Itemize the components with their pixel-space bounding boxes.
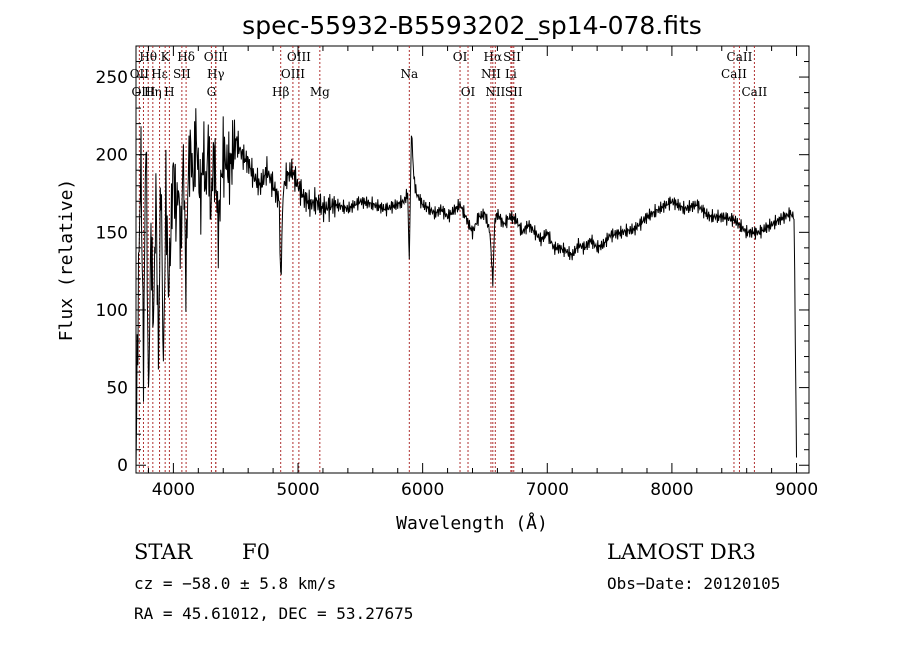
line-marker-label: NII (485, 85, 505, 99)
x-tick-label: 8000 (650, 480, 693, 500)
line-marker-label: K (161, 50, 171, 64)
object-class: STAR (134, 540, 193, 564)
line-marker-label: OIII (204, 50, 228, 64)
object-subclass: F0 (242, 540, 270, 564)
line-marker-label: CaII (727, 50, 753, 64)
line-marker-label: CaII (721, 67, 747, 81)
spectrum-line (135, 108, 797, 470)
observation-date: Obs−Date: 20120105 (607, 574, 781, 593)
line-marker-label: Li (505, 67, 517, 81)
line-marker-label: OIII (281, 67, 305, 81)
line-marker-label: Hα (484, 50, 503, 64)
line-marker-label: Hε (151, 67, 168, 81)
line-marker-label: SII (173, 67, 191, 81)
y-tick-label: 200 (96, 146, 128, 166)
x-tick-label: 7000 (526, 480, 569, 500)
y-tick-label: 0 (117, 456, 128, 476)
y-tick-label: 50 (106, 379, 128, 399)
chart-title: spec-55932-B5593202_sp14-078.fits (242, 11, 702, 40)
x-axis-label: Wavelength (Å) (396, 512, 548, 534)
line-marker-label: OII (130, 67, 150, 81)
y-tick-label: 150 (96, 223, 128, 243)
redshift-velocity: cz = −58.0 ± 5.8 km/s (134, 574, 337, 593)
line-marker-label: Hβ (272, 85, 289, 99)
axis-ticks: 4000 5000 6000 7000 8000 9000 0 50 100 150 200 250 (96, 46, 818, 500)
x-tick-label: 9000 (775, 480, 818, 500)
line-marker-label: OIII (131, 85, 155, 99)
survey-name: LAMOST DR3 (607, 540, 756, 564)
line-marker-label: Na (400, 67, 418, 81)
line-marker-label: NII (481, 67, 501, 81)
line-marker-label: H (164, 85, 174, 99)
line-marker-label: Hθ (139, 50, 157, 64)
ra-dec-coordinates: RA = 45.61012, DEC = 53.27675 (134, 604, 414, 623)
line-marker-label: Mg (310, 85, 330, 99)
line-marker-label: G (207, 85, 217, 99)
y-tick-label: 100 (96, 301, 128, 321)
line-marker-label: OI (461, 85, 476, 99)
x-tick-label: 6000 (401, 480, 444, 500)
plot-frame (135, 45, 810, 474)
y-tick-label: 250 (96, 68, 128, 88)
line-marker-label: CaII (741, 85, 767, 99)
y-axis-label: Flux (relative) (56, 179, 77, 342)
line-marker-label: SII (503, 50, 521, 64)
line-marker-label: OI (453, 50, 468, 64)
x-tick-label: 4000 (152, 480, 195, 500)
line-marker-label: SII (505, 85, 523, 99)
line-marker-label: OIII (287, 50, 311, 64)
line-marker-label: Hγ (207, 67, 225, 81)
x-tick-label: 5000 (276, 480, 319, 500)
line-marker-label: Hη (144, 85, 162, 99)
line-marker-label: Hδ (177, 50, 195, 64)
